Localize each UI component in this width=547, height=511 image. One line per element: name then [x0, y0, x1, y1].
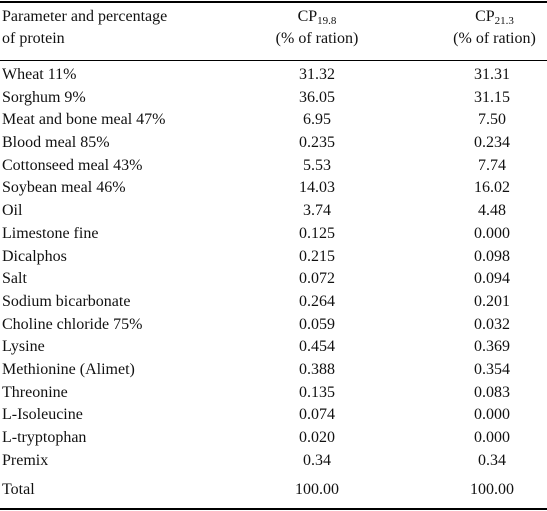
total-row: Total 100.00 100.00: [0, 478, 547, 502]
cp21-3-value: 0.083: [474, 383, 510, 401]
header-cp21-3-label: CP21.3: [442, 6, 547, 28]
cp19-8-value: 3.74: [303, 202, 331, 220]
table-row: Wheat 11% 31.32 31.31: [0, 64, 547, 87]
cp21-3-value: 4.48: [478, 202, 506, 220]
ingredient-name: Oil: [2, 202, 23, 220]
table-row: Threonine 0.135 0.083: [0, 382, 547, 405]
ingredient-name: Wheat 11%: [2, 66, 77, 83]
ingredient-name: L-tryptophan: [2, 429, 87, 446]
table-row: Oil 3.74 4.48: [0, 200, 547, 223]
header-cp21-3: CP21.3 (% of ration): [442, 6, 547, 50]
header-cp19-8: CP19.8 (% of ration): [256, 6, 378, 50]
cp19-8-value: 0.235: [299, 134, 335, 152]
cp21-3-value: 0.098: [474, 247, 510, 265]
cp21-3-value: 0.000: [474, 406, 510, 424]
ingredient-name: Limestone fine: [2, 224, 99, 242]
header-cp19-8-sub: 19.8: [317, 15, 337, 27]
table-row: Premix 0.34 0.34: [0, 450, 547, 473]
ingredient-name: Methionine (Alimet): [2, 360, 135, 378]
table-row: L-tryptophan 0.020 0.000: [0, 427, 547, 450]
cp19-8-value: 0.125: [299, 224, 335, 242]
table-row: Sorghum 9% 36.05 31.15: [0, 87, 547, 110]
cp21-3-value: 16.02: [474, 179, 510, 197]
cp21-3-value: 0.000: [474, 224, 510, 242]
cp21-3-value: 0.354: [474, 360, 510, 378]
ingredient-name: Soybean meal 46%: [2, 179, 126, 197]
ingredient-name: Meat and bone meal 47%: [2, 111, 166, 129]
table-row: Soybean meal 46% 14.03 16.02: [0, 177, 547, 200]
header-cp21-3-base: CP: [475, 8, 495, 25]
table-row: Salt 0.072 0.094: [0, 268, 547, 291]
ingredient-name: Choline chloride 75%: [2, 315, 143, 333]
table-row: Sodium bicarbonate 0.264 0.201: [0, 291, 547, 314]
table-row: L-Isoleucine 0.074 0.000: [0, 404, 547, 427]
ingredient-name: Sodium bicarbonate: [2, 292, 131, 310]
table-row: Lysine 0.454 0.369: [0, 336, 547, 359]
cp21-3-value: 31.15: [474, 88, 510, 106]
ingredient-name: Lysine: [2, 338, 45, 356]
header-rule: [0, 60, 547, 61]
ingredient-name: L-Isoleucine: [2, 406, 83, 424]
table-row: Meat and bone meal 47% 6.95 7.50: [0, 109, 547, 132]
ingredient-name: Blood meal 85%: [2, 134, 110, 152]
cp19-8-value: 6.95: [303, 111, 331, 129]
cp19-8-value: 0.020: [299, 429, 335, 446]
total-cp19-8-value: 100.00: [295, 481, 339, 498]
cp21-3-value: 7.50: [478, 111, 506, 129]
cp21-3-value: 0.201: [474, 292, 510, 310]
header-cp19-8-label: CP19.8: [256, 6, 378, 28]
cp19-8-value: 0.059: [299, 315, 335, 333]
ingredient-name: Threonine: [2, 383, 68, 401]
cp19-8-value: 0.454: [299, 338, 335, 356]
table-row: Choline chloride 75% 0.059 0.032: [0, 314, 547, 337]
cp19-8-value: 5.53: [303, 156, 331, 174]
cp19-8-value: 0.264: [299, 292, 335, 310]
table-row: Limestone fine 0.125 0.000: [0, 223, 547, 246]
cp21-3-value: 0.000: [474, 429, 510, 446]
ingredient-name: Sorghum 9%: [2, 88, 86, 106]
cp19-8-value: 0.34: [303, 451, 331, 469]
ingredient-name: Premix: [2, 451, 49, 469]
total-cp21-3-value: 100.00: [470, 481, 514, 498]
cp19-8-value: 0.072: [299, 270, 335, 288]
header-cp21-3-sub: 21.3: [494, 15, 514, 27]
header-cp19-8-base: CP: [297, 8, 318, 25]
cp19-8-value: 14.03: [299, 179, 335, 197]
cp19-8-value: 0.215: [299, 247, 335, 265]
cp21-3-value: 7.74: [478, 156, 506, 174]
cp21-3-value: 0.094: [474, 270, 510, 288]
total-label: Total: [2, 481, 35, 498]
ingredient-name: Dicalphos: [2, 247, 67, 265]
cp19-8-value: 0.074: [299, 406, 335, 424]
cp19-8-value: 0.135: [299, 383, 335, 401]
cp21-3-value: 0.34: [478, 451, 506, 469]
table-row: Dicalphos 0.215 0.098: [0, 246, 547, 269]
cp19-8-value: 36.05: [299, 88, 335, 106]
table-row: Cottonseed meal 43% 5.53 7.74: [0, 155, 547, 178]
cp21-3-value: 0.234: [474, 134, 510, 152]
header-cp21-3-unit: (% of ration): [453, 30, 536, 47]
header-parameter-line2: of protein: [2, 30, 65, 47]
header-cp19-8-unit: (% of ration): [275, 30, 359, 47]
ingredient-name: Salt: [2, 270, 27, 288]
cp21-3-value: 31.31: [474, 66, 510, 83]
ingredient-name: Cottonseed meal 43%: [2, 156, 143, 174]
table-body: Wheat 11% 31.32 31.31 Sorghum 9% 36.05 31.15 M…: [0, 64, 547, 472]
cp19-8-value: 31.32: [299, 66, 335, 83]
header-parameter: Parameter and percentage of protein: [2, 6, 167, 50]
cp21-3-value: 0.369: [474, 338, 510, 356]
table-top-rule: [0, 1, 547, 3]
header-parameter-line1: Parameter and percentage: [2, 8, 168, 25]
table-bottom-rule: [0, 508, 547, 510]
table-row: Blood meal 85% 0.235 0.234: [0, 132, 547, 155]
table-row: Methionine (Alimet) 0.388 0.354: [0, 359, 547, 382]
cp19-8-value: 0.388: [299, 360, 335, 378]
cp21-3-value: 0.032: [474, 315, 510, 333]
